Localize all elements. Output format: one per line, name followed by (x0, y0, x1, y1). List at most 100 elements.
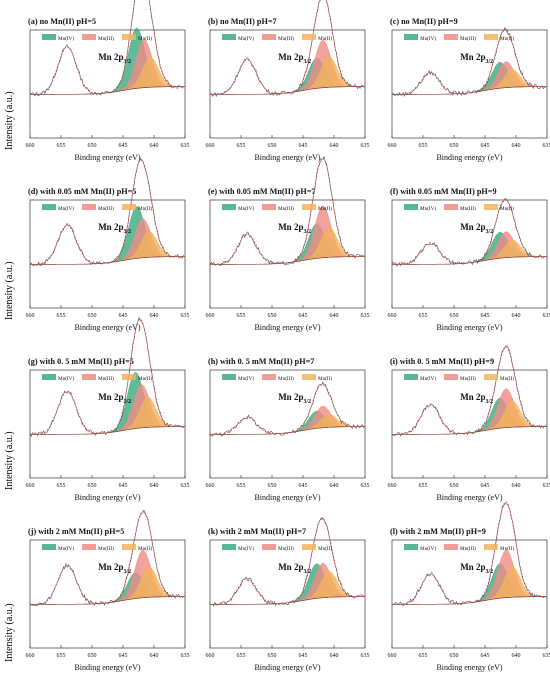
panel-5-xtick-label-640: 640 (330, 313, 339, 319)
panel-12-xtick-label-635: 635 (543, 653, 550, 659)
panel-3-legend-label-1: Mn(IV) (420, 35, 436, 42)
panel-11-background-line (210, 597, 365, 605)
panel-11-peak-label: Mn 2p3/2 (278, 562, 311, 575)
panel-8-xtick-label-635: 635 (361, 483, 370, 489)
panel-3-xtick-label-645: 645 (481, 143, 490, 149)
panel-9-title: (i) with 0. 5 mM Mn(II) pH=9 (390, 357, 494, 366)
panel-12-legend-swatch-1 (404, 544, 418, 550)
panel-8-xtick-label-660: 660 (206, 483, 215, 489)
panel-8-xtick-label-640: 640 (330, 483, 339, 489)
panel-12-xtick-label-640: 640 (512, 653, 521, 659)
panel-3-legend-label-3: Mn(II) (500, 35, 514, 42)
y-axis-label-row-3: Intensity (a.u.) (4, 431, 15, 490)
panel-7-xtick-label-635: 635 (181, 483, 190, 489)
panel-11-xtick-label-655: 655 (237, 653, 246, 659)
panel-3-xtick-label-640: 640 (512, 143, 521, 149)
panel-3-peak-label: Mn 2p3/2 (460, 52, 493, 65)
panel-12-legend-label-1: Mn(IV) (420, 545, 436, 552)
y-axis-label-row-1: Intensity (a.u.) (4, 91, 15, 150)
panel-5-legend-swatch-2 (262, 204, 276, 210)
panel-10-peak-label: Mn 2p3/2 (98, 562, 131, 575)
panel-1-xtick-label-645: 645 (119, 143, 128, 149)
panel-9-xtick-label-650: 650 (450, 483, 459, 489)
panel-6-xtick-label-650: 650 (450, 313, 459, 319)
panel-10-legend-swatch-1 (42, 544, 56, 550)
panel-10-legend-label-3: Mn(II) (138, 545, 152, 552)
panel-5-legend-label-1: Mn(IV) (238, 205, 254, 212)
panel-11-legend-swatch-3 (302, 544, 316, 550)
panel-2-legend-label-1: Mn(IV) (238, 35, 254, 42)
panel-8-xtick-label-655: 655 (237, 483, 246, 489)
panel-9-legend-label-3: Mn(II) (500, 375, 514, 382)
panel-9-peak-label: Mn 2p3/2 (460, 392, 493, 405)
panel-1-background-line (30, 87, 185, 95)
panel-9-legend-label-1: Mn(IV) (420, 375, 436, 382)
panel-11-legend-label-3: Mn(II) (318, 545, 332, 552)
panel-12-xtick-label-660: 660 (388, 653, 397, 659)
panel-10-xtick-label-655: 655 (57, 653, 66, 659)
panel-10-legend-label-2: Mn(III) (98, 545, 114, 552)
panel-7-title: (g) with 0. 5 mM Mn(II) pH=5 (28, 357, 134, 366)
panel-6-title: (f) with 0.05 mM Mn(II) pH=9 (390, 187, 497, 196)
panel-5-legend-label-2: Mn(III) (278, 205, 294, 212)
panel-11-peak-label-subscript: 3/2 (303, 569, 311, 575)
panel-10-xtick-label-660: 660 (26, 653, 35, 659)
panel-4-xtick-label-635: 635 (181, 313, 190, 319)
panel-5-background-line (210, 257, 365, 265)
panel-5-legend-swatch-3 (302, 204, 316, 210)
panel-3-xtick-label-650: 650 (450, 143, 459, 149)
panel-10-xtick-label-635: 635 (181, 653, 190, 659)
panel-9-xtick-label-660: 660 (388, 483, 397, 489)
panel-11-legend-label-1: Mn(IV) (238, 545, 254, 552)
panel-2-legend-swatch-3 (302, 34, 316, 40)
panel-4-legend-swatch-3 (122, 204, 136, 210)
panel-1-xlabel: Binding energy (eV) (74, 153, 140, 162)
panel-6-xtick-label-655: 655 (419, 313, 428, 319)
panel-6-legend-swatch-1 (404, 204, 418, 210)
panel-5-peak-label: Mn 2p3/2 (278, 222, 311, 235)
panel-10-title: (j) with 2 mM Mn(II) pH=5 (28, 527, 124, 536)
panel-7-legend-swatch-2 (82, 374, 96, 380)
panel-3-legend-label-2: Mn(III) (460, 35, 476, 42)
panel-11-legend-swatch-1 (222, 544, 236, 550)
panel-4-xtick-label-645: 645 (119, 313, 128, 319)
panel-4-legend-swatch-2 (82, 204, 96, 210)
panel-5-peak-label-subscript: 3/2 (303, 229, 311, 235)
panel-1-legend-label-1: Mn(IV) (58, 35, 74, 42)
panel-2-peak-label-subscript: 3/2 (303, 59, 311, 65)
panel-9-legend-swatch-2 (444, 374, 458, 380)
panel-1-peak-label-subscript: 3/2 (123, 59, 131, 65)
panel-12-xlabel: Binding energy (eV) (436, 663, 502, 672)
panel-4-xtick-label-650: 650 (88, 313, 97, 319)
panel-3-title: (c) no Mn(II) pH=9 (390, 17, 458, 26)
panel-4-xtick-label-655: 655 (57, 313, 66, 319)
panel-11-xlabel: Binding energy (eV) (254, 663, 320, 672)
panel-8-legend-swatch-2 (262, 374, 276, 380)
panel-7-legend-label-3: Mn(II) (138, 375, 152, 382)
panel-7-background-line (30, 427, 185, 435)
panel-1-xtick-label-640: 640 (150, 143, 159, 149)
panel-2-legend-swatch-2 (262, 34, 276, 40)
panel-8-title: (h) with 0. 5 mM Mn(II) pH=7 (208, 357, 314, 366)
panel-2-xlabel: Binding energy (eV) (254, 153, 320, 162)
panel-10-legend-label-1: Mn(IV) (58, 545, 74, 552)
panel-4-xtick-label-640: 640 (150, 313, 159, 319)
panel-4-peak-label-subscript: 3/2 (123, 229, 131, 235)
panel-4-xtick-label-660: 660 (26, 313, 35, 319)
panel-11-xtick-label-635: 635 (361, 653, 370, 659)
panel-11-title: (k) with 2 mM Mn(II) pH=7 (208, 527, 306, 536)
panel-4-peak-label: Mn 2p3/2 (98, 222, 131, 235)
panel-2-legend-swatch-1 (222, 34, 236, 40)
panel-9-xtick-label-645: 645 (481, 483, 490, 489)
panel-8-xtick-label-650: 650 (268, 483, 277, 489)
panel-10-peak-label-subscript: 3/2 (123, 569, 131, 575)
panel-1-xtick-label-655: 655 (57, 143, 66, 149)
panel-7-xtick-label-640: 640 (150, 483, 159, 489)
panel-5-xtick-label-655: 655 (237, 313, 246, 319)
panel-11-xtick-label-640: 640 (330, 653, 339, 659)
panel-2-legend-label-3: Mn(II) (318, 35, 332, 42)
panel-7-xtick-label-660: 660 (26, 483, 35, 489)
panel-5-title: (e) with 0.05 mM Mn(II) pH=7 (208, 187, 315, 196)
